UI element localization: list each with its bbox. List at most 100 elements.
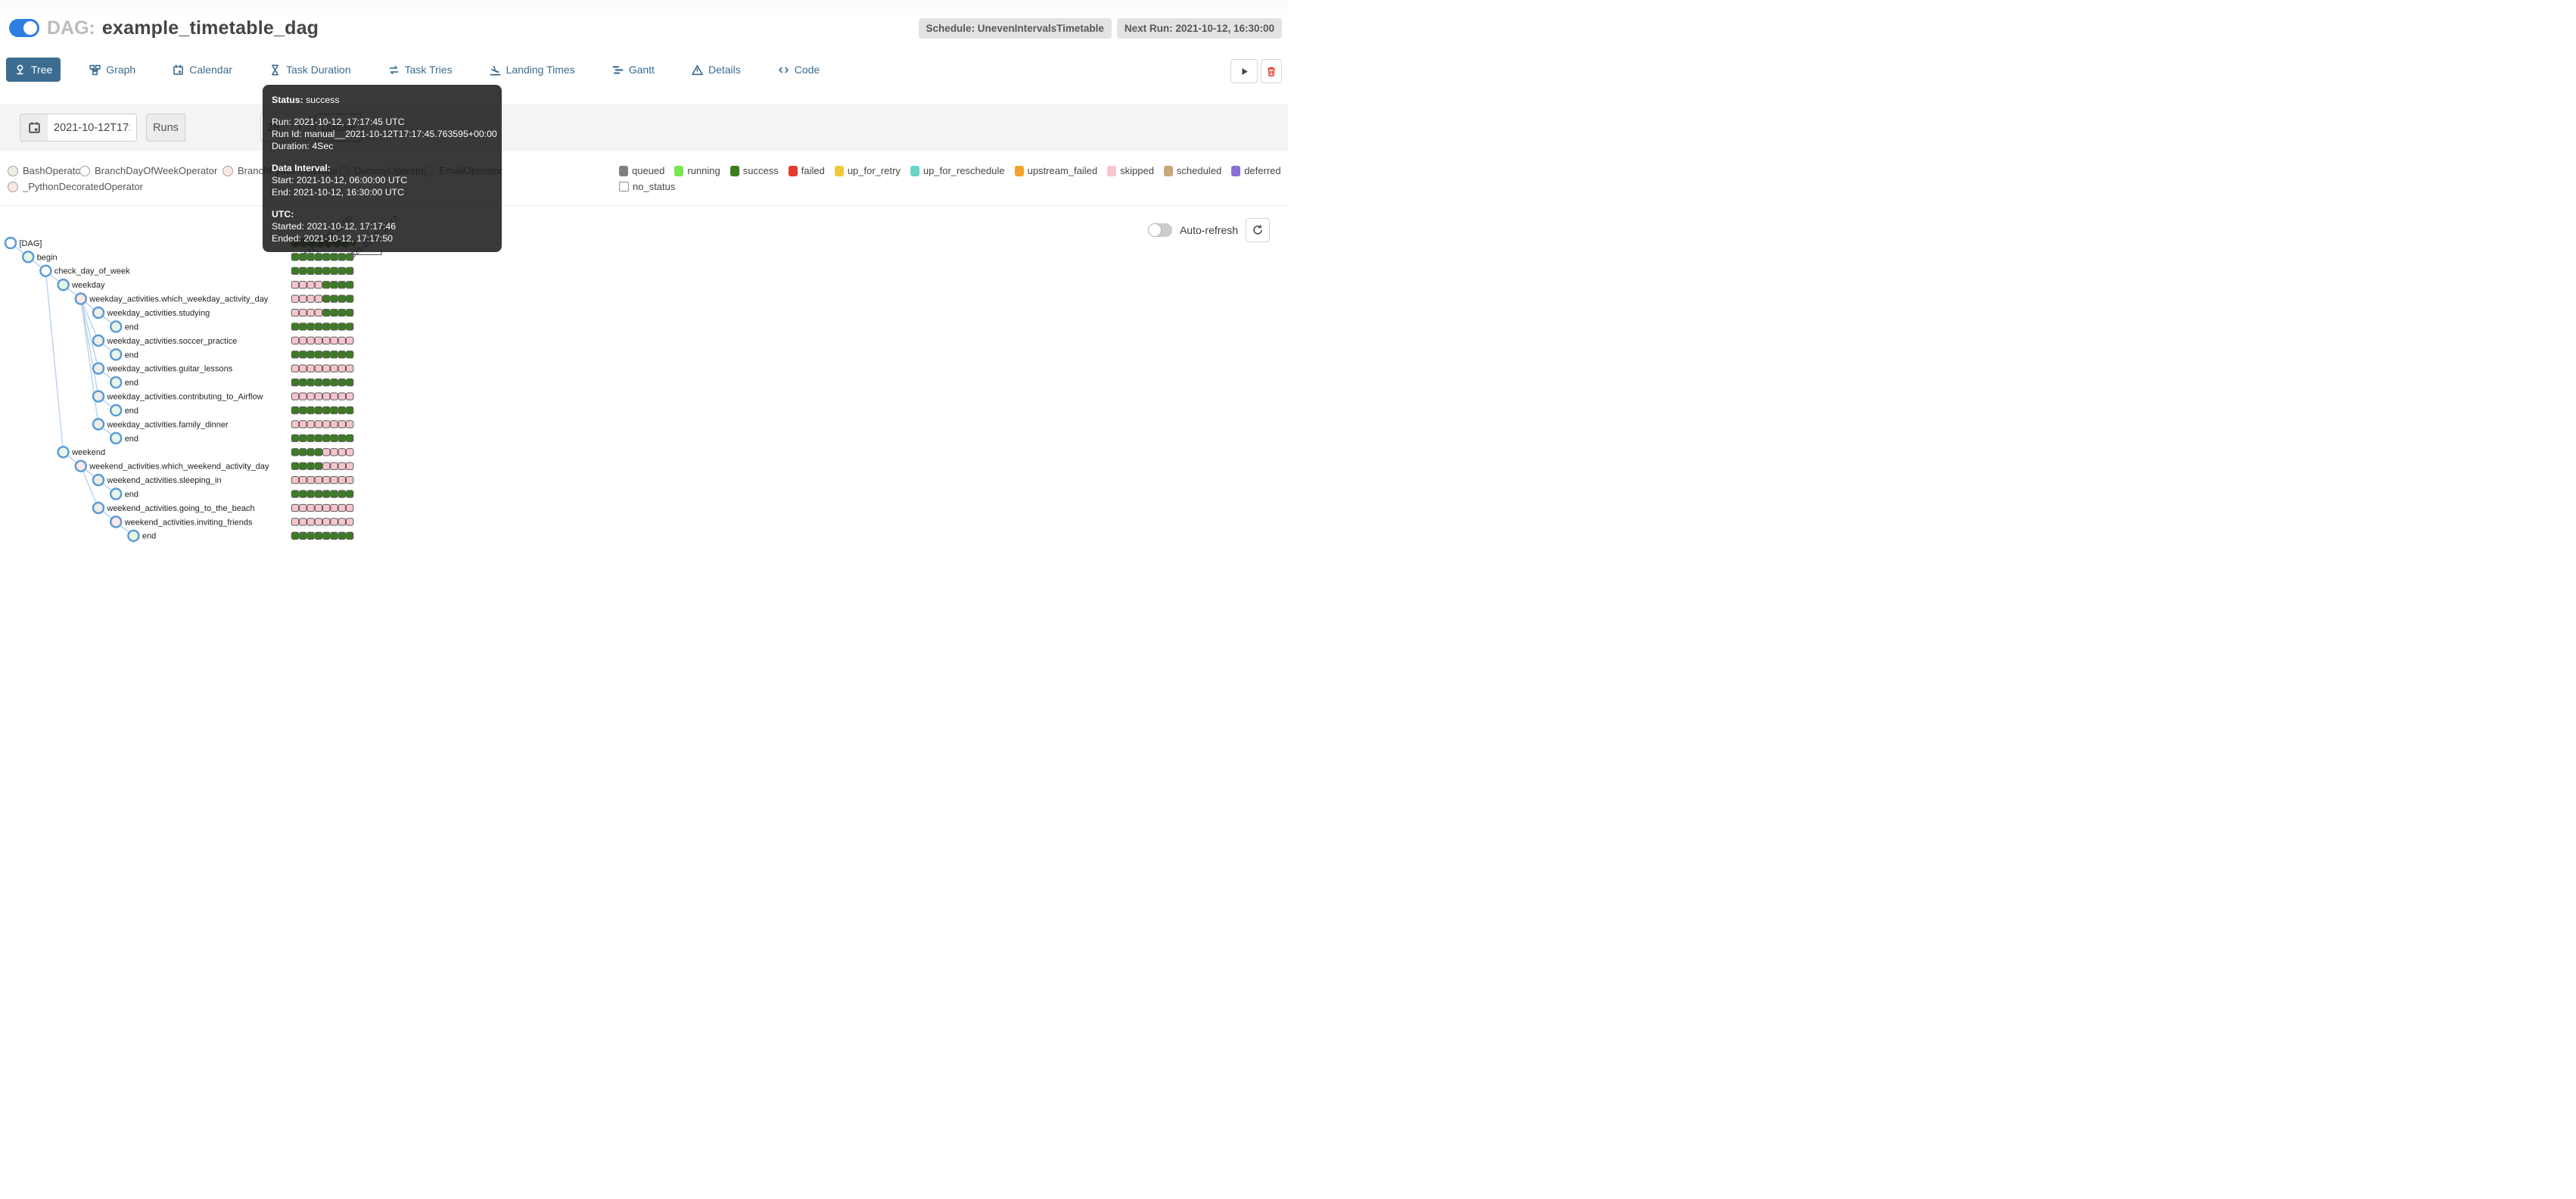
task-instance-cell[interactable] [299,503,307,512]
task-instance-cell[interactable] [330,448,338,456]
task-instance-cell[interactable] [314,294,323,303]
task-instance-cell[interactable] [291,406,300,415]
task-instance-cell[interactable] [291,462,300,470]
delete-dag-button[interactable] [1261,59,1282,83]
task-node-task[interactable] [39,264,52,278]
task-node-task[interactable] [109,431,123,445]
tab-tree[interactable]: Tree [6,58,61,82]
task-node-task[interactable] [109,487,123,500]
task-instance-cell[interactable] [346,531,354,540]
task-instance-cell[interactable] [314,336,323,345]
task-instance-cell[interactable] [299,406,307,415]
task-instance-cell[interactable] [314,490,323,498]
task-instance-cell[interactable] [322,253,331,261]
task-instance-cell[interactable] [346,420,354,428]
task-instance-cell[interactable] [338,253,347,261]
task-instance-cell[interactable] [330,518,338,526]
task-instance-cell[interactable] [299,448,307,456]
task-instance-cell[interactable] [322,308,331,317]
task-instance-cell[interactable] [291,322,300,331]
task-node-task[interactable] [109,320,123,333]
task-instance-cell[interactable] [291,253,300,261]
task-node-task[interactable] [92,306,105,319]
base-date-calendar-button[interactable] [20,114,48,142]
task-instance-cell[interactable] [306,475,315,484]
task-instance-cell[interactable] [314,322,323,331]
task-instance-cell[interactable] [322,503,331,512]
task-instance-cell[interactable] [291,392,300,400]
task-instance-cell[interactable] [306,392,315,400]
task-instance-cell[interactable] [299,294,307,303]
task-instance-cell[interactable] [322,434,331,443]
task-instance-cell[interactable] [330,434,338,443]
task-instance-cell[interactable] [346,350,354,359]
task-instance-cell[interactable] [299,253,307,261]
tab-landing[interactable]: Landing Times [481,58,583,82]
task-instance-cell[interactable] [338,364,347,372]
task-instance-cell[interactable] [346,434,354,443]
task-instance-cell[interactable] [322,336,331,345]
task-instance-cell[interactable] [314,475,323,484]
task-instance-cell[interactable] [306,266,315,275]
task-instance-cell[interactable] [322,378,331,387]
task-instance-cell[interactable] [330,294,338,303]
task-instance-cell[interactable] [330,364,338,372]
no-status-checkbox[interactable] [619,182,629,192]
task-instance-cell[interactable] [314,350,323,359]
tab-details[interactable]: Details [683,58,749,82]
base-date-input[interactable] [48,114,137,142]
task-instance-cell[interactable] [291,281,300,289]
task-instance-cell[interactable] [330,420,338,428]
task-node-task[interactable] [109,403,123,417]
task-instance-cell[interactable] [338,475,347,484]
task-instance-cell[interactable] [299,308,307,317]
task-instance-cell[interactable] [314,266,323,275]
task-instance-cell[interactable] [306,322,315,331]
task-instance-cell[interactable] [306,350,315,359]
task-instance-cell[interactable] [291,350,300,359]
task-instance-cell[interactable] [346,364,354,372]
tab-duration[interactable]: Task Duration [261,58,359,82]
task-node-task[interactable] [92,501,105,515]
task-instance-cell[interactable] [338,503,347,512]
dag-pause-toggle[interactable] [9,19,39,37]
task-instance-cell[interactable] [346,503,354,512]
task-instance-cell[interactable] [299,322,307,331]
task-instance-cell[interactable] [322,490,331,498]
task-instance-cell[interactable] [322,294,331,303]
task-instance-cell[interactable] [346,448,354,456]
task-instance-cell[interactable] [346,308,354,317]
task-instance-cell[interactable] [314,378,323,387]
task-instance-cell[interactable] [291,378,300,387]
task-node-task[interactable] [57,279,70,291]
task-instance-cell[interactable] [306,364,315,372]
task-instance-cell[interactable] [299,420,307,428]
task-instance-cell[interactable] [346,518,354,526]
task-instance-cell[interactable] [330,378,338,387]
task-instance-cell[interactable] [299,336,307,345]
task-node-task[interactable] [109,348,123,361]
task-instance-cell[interactable] [330,266,338,275]
task-instance-cell[interactable] [291,294,300,303]
task-instance-cell[interactable] [306,308,315,317]
task-instance-cell[interactable] [338,518,347,526]
task-instance-cell[interactable] [299,531,307,540]
task-instance-cell[interactable] [299,490,307,498]
tab-code[interactable]: Code [770,58,828,82]
task-instance-cell[interactable] [314,253,323,261]
task-instance-cell[interactable] [338,392,347,400]
task-instance-cell[interactable] [322,350,331,359]
task-instance-cell[interactable] [314,420,323,428]
task-instance-cell[interactable] [322,531,331,540]
task-instance-cell[interactable] [314,308,323,317]
task-instance-cell[interactable] [291,531,300,540]
task-instance-cell[interactable] [314,392,323,400]
task-instance-cell[interactable] [338,336,347,345]
task-instance-cell[interactable] [330,392,338,400]
task-instance-cell[interactable] [330,490,338,498]
task-instance-cell[interactable] [291,475,300,484]
task-instance-cell[interactable] [299,518,307,526]
task-instance-cell[interactable] [299,378,307,387]
task-instance-cell[interactable] [314,462,323,470]
task-instance-cell[interactable] [338,531,347,540]
